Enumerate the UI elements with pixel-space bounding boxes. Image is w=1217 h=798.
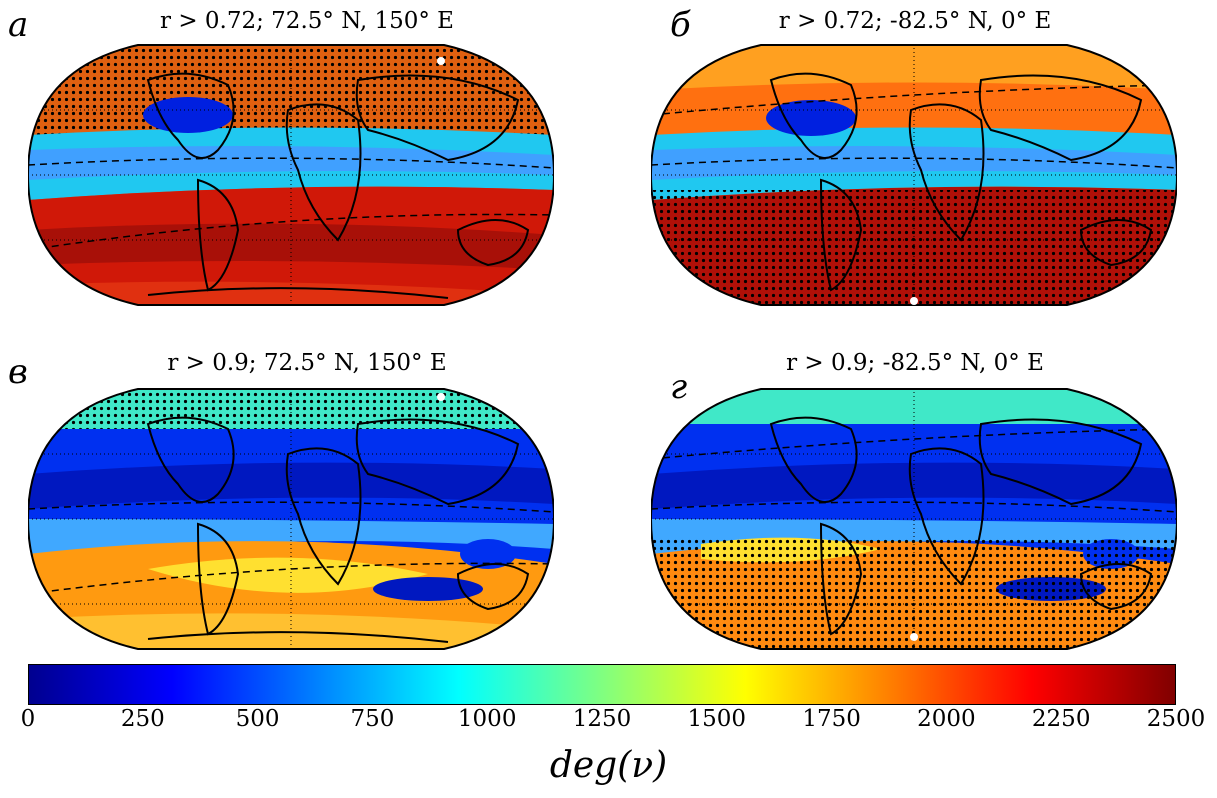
colorbar-tick-label: 2250 xyxy=(1031,706,1091,732)
map-panel-d xyxy=(651,388,1177,650)
colorbar-tick-label: 1750 xyxy=(802,706,861,732)
colorbar-tick-label: 2500 xyxy=(1146,706,1206,732)
colorbar-label: deg(ν) xyxy=(549,745,668,786)
pole-marker xyxy=(910,297,918,305)
colorbar-tick-label: 1500 xyxy=(687,706,747,732)
panel-title: r > 0.72; 72.5° N, 150° E xyxy=(160,8,454,34)
colorbar-tick-label: 500 xyxy=(235,706,280,732)
panel-label: а xyxy=(8,5,29,45)
pole-marker xyxy=(437,393,445,401)
colorbar-tick-label: 750 xyxy=(350,706,395,732)
colorbar-tick-label: 1250 xyxy=(572,706,632,732)
colorbar-tick-label: 0 xyxy=(20,706,36,732)
colorbar-tick-label: 2000 xyxy=(917,706,976,732)
map-panel-a xyxy=(28,44,554,306)
colorbar-tick-label: 1000 xyxy=(457,706,517,732)
panel-title: r > 0.9; -82.5° N, 0° E xyxy=(786,350,1044,376)
map-panel-b xyxy=(651,44,1177,306)
panel-label: в xyxy=(8,352,28,392)
panel-title: r > 0.9; 72.5° N, 150° E xyxy=(167,350,447,376)
panel-title: r > 0.72; -82.5° N, 0° E xyxy=(778,8,1052,34)
panel-label: б xyxy=(670,5,691,45)
panel-label: г xyxy=(670,367,688,407)
colorbar xyxy=(28,664,1176,705)
pole-marker xyxy=(910,633,918,641)
map-panel-c xyxy=(28,388,554,650)
colorbar-tick-label: 250 xyxy=(120,706,165,732)
pole-marker xyxy=(437,57,445,65)
